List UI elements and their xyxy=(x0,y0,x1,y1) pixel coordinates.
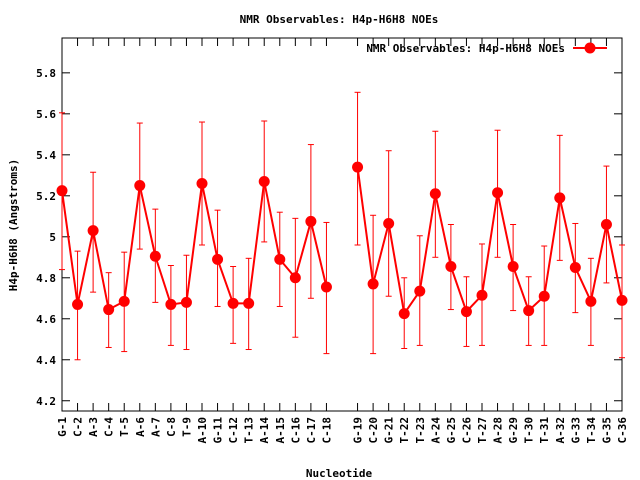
data-point xyxy=(305,215,317,227)
x-tick-label: G-11 xyxy=(212,417,225,444)
x-tick-label: T-22 xyxy=(398,417,411,444)
x-tick-label: A-32 xyxy=(554,417,567,444)
x-tick-label: G-1 xyxy=(56,417,69,437)
x-tick-label: T-27 xyxy=(476,417,489,444)
data-point xyxy=(429,188,441,200)
x-tick-label: A-15 xyxy=(274,417,287,444)
x-tick-label: C-17 xyxy=(305,417,318,444)
data-point xyxy=(352,161,364,173)
data-point xyxy=(320,281,332,293)
data-point xyxy=(118,295,130,307)
y-tick-label: 4.4 xyxy=(36,354,56,367)
legend-label: NMR Observables: H4p-H6H8 NOEs xyxy=(366,42,565,55)
data-point xyxy=(554,192,566,204)
x-tick-label: T-34 xyxy=(585,417,598,444)
x-tick-label: T-9 xyxy=(180,417,193,437)
x-tick-label: T-23 xyxy=(414,417,427,444)
data-point xyxy=(227,297,239,309)
plot-area xyxy=(61,37,623,412)
data-point xyxy=(585,295,597,307)
data-point xyxy=(492,187,504,199)
data-point xyxy=(87,225,99,237)
x-tick-label: G-19 xyxy=(352,417,365,444)
data-point xyxy=(258,175,270,187)
x-tick-label: T-13 xyxy=(243,417,256,444)
legend: NMR Observables: H4p-H6H8 NOEs xyxy=(366,42,607,55)
data-point xyxy=(367,278,379,290)
x-tick-label: A-24 xyxy=(429,417,442,444)
x-tick-label: C-2 xyxy=(72,417,85,437)
y-tick-label: 5.2 xyxy=(36,190,56,203)
x-tick-label: A-14 xyxy=(258,417,271,444)
y-tick-label: 4.6 xyxy=(36,313,56,326)
y-axis-label: H4p-H6H8 (Angstroms) xyxy=(7,159,20,291)
x-tick-label: G-35 xyxy=(600,417,613,444)
x-tick-label: G-29 xyxy=(507,417,520,444)
x-tick-label: A-6 xyxy=(134,417,147,437)
data-point xyxy=(149,250,161,262)
x-tick-label: A-28 xyxy=(492,417,505,444)
data-point xyxy=(274,253,286,265)
x-tick-label: C-26 xyxy=(460,417,473,444)
x-tick-label: G-21 xyxy=(383,417,396,444)
x-tick-label: G-25 xyxy=(445,417,458,444)
data-point xyxy=(538,290,550,302)
x-tick-label: C-20 xyxy=(367,417,380,444)
data-point xyxy=(196,178,208,190)
x-tick-label: C-4 xyxy=(103,417,116,437)
data-point xyxy=(212,253,224,265)
y-tick-label: 4.2 xyxy=(36,395,56,408)
data-point xyxy=(523,305,535,317)
y-axis: 4.2 4.4 4.6 4.8 5 5.2 5.4 5.6 5.8 xyxy=(36,67,622,408)
x-tick-label: C-18 xyxy=(320,417,333,444)
data-point xyxy=(600,219,612,230)
data-point xyxy=(569,262,581,274)
series-layer xyxy=(56,91,628,361)
y-tick-label: 5.8 xyxy=(36,67,56,80)
y-tick-label: 5 xyxy=(49,231,56,244)
y-tick-label: 5.6 xyxy=(36,108,56,121)
data-point xyxy=(72,298,84,310)
y-tick-label: 4.8 xyxy=(36,272,56,285)
data-point xyxy=(383,217,395,229)
series-line xyxy=(61,166,623,317)
data-point xyxy=(445,261,457,273)
x-axis: G-1 C-2 A-3 C-4 T-5 A-6 A-7 C-8 T-9 A-10 G-11 C-12 T… xyxy=(56,38,629,444)
data-point xyxy=(507,261,519,273)
data-point xyxy=(398,308,410,320)
x-tick-label: C-12 xyxy=(227,417,240,444)
x-tick-label: C-8 xyxy=(165,417,178,437)
x-tick-label: C-36 xyxy=(616,417,629,444)
x-tick-label: A-3 xyxy=(87,417,100,437)
data-point xyxy=(134,180,146,192)
legend-marker-sample xyxy=(584,42,596,54)
x-tick-label: T-31 xyxy=(538,417,551,444)
x-tick-label: A-10 xyxy=(196,417,209,444)
data-point xyxy=(414,285,426,297)
data-point xyxy=(476,289,488,301)
x-axis-label: Nucleotide xyxy=(306,467,373,480)
data-point xyxy=(289,272,301,284)
x-tick-label: G-33 xyxy=(569,417,582,444)
data-point xyxy=(180,296,192,308)
y-tick-label: 5.4 xyxy=(36,149,56,162)
data-point xyxy=(165,298,177,310)
x-tick-label: T-30 xyxy=(523,417,536,444)
x-tick-label: A-7 xyxy=(149,417,162,437)
data-point xyxy=(460,306,472,318)
data-point xyxy=(103,304,115,316)
x-tick-label: C-16 xyxy=(289,417,302,444)
data-point xyxy=(616,294,628,306)
x-tick-label: T-5 xyxy=(118,417,131,437)
data-point xyxy=(243,297,255,309)
chart-title: NMR Observables: H4p-H6H8 NOEs xyxy=(240,13,439,26)
data-point xyxy=(56,185,68,197)
